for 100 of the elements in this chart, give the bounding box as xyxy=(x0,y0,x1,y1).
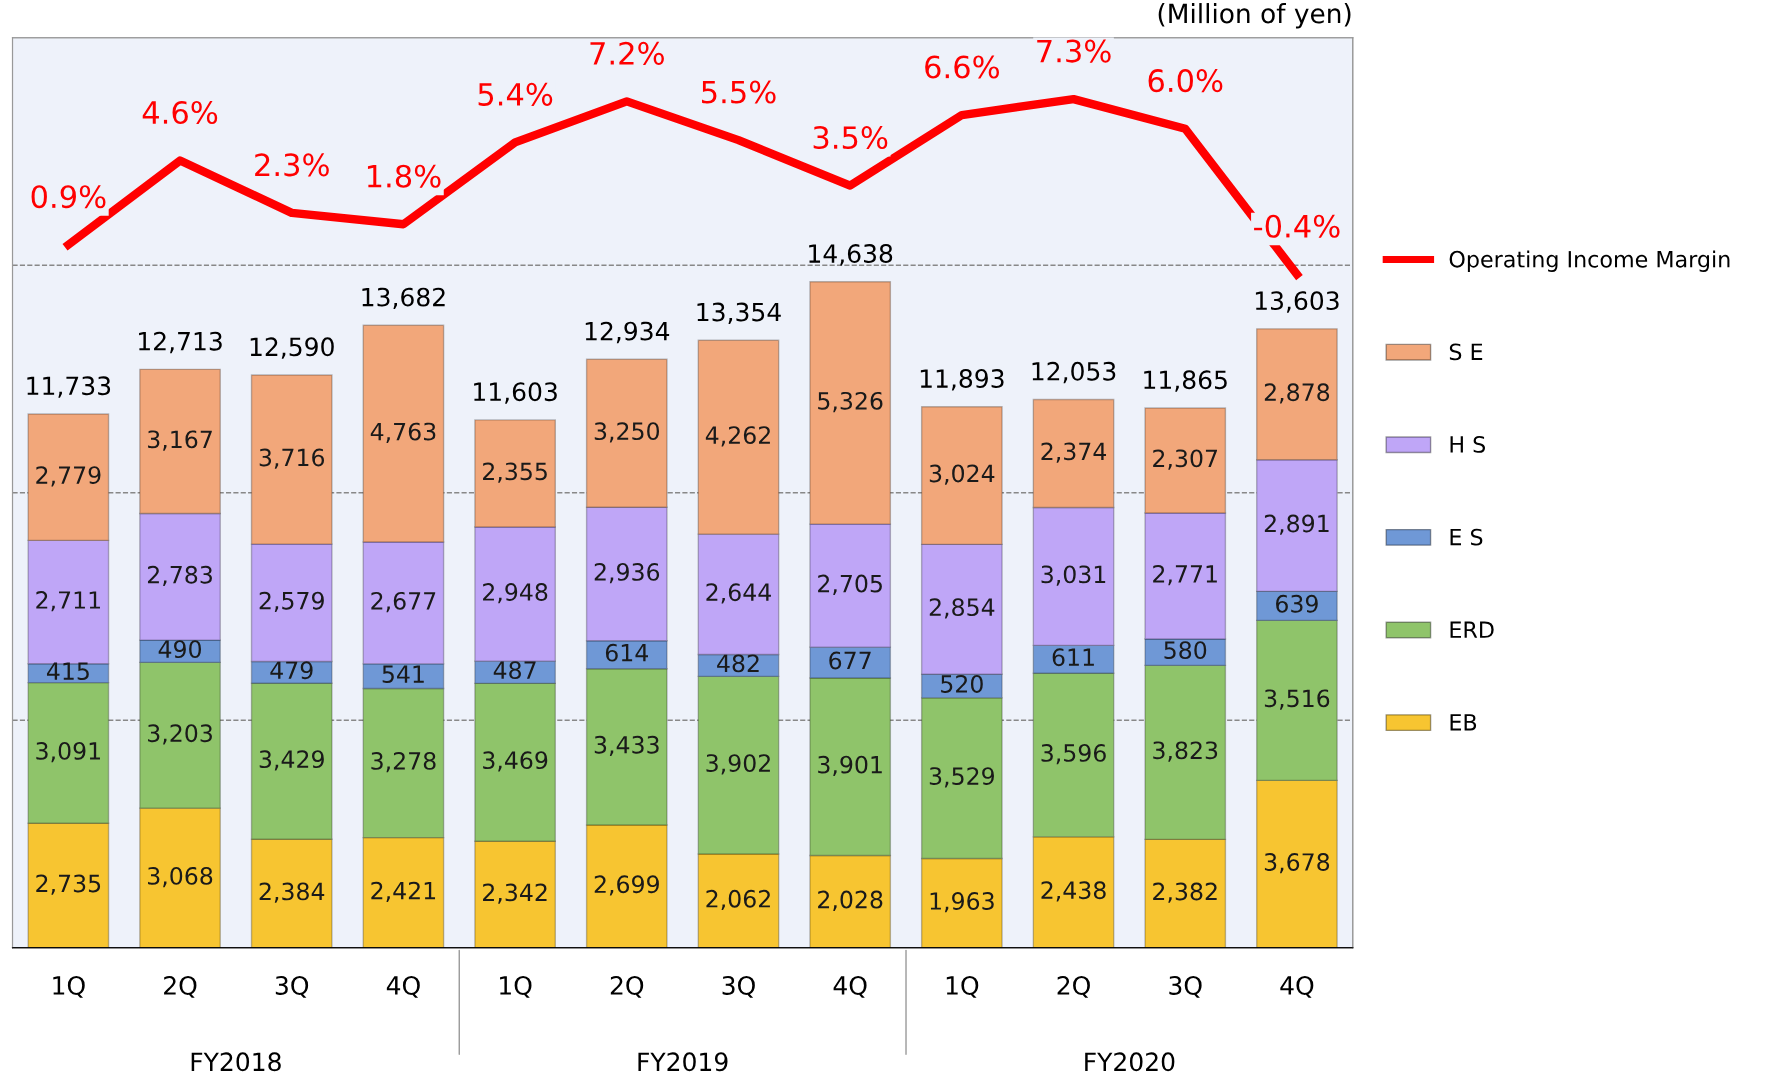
data-label: 2,936 xyxy=(594,562,660,584)
data-label: 541 xyxy=(382,665,424,683)
text: FY2019 xyxy=(638,1052,728,1072)
data-label: 2,374 xyxy=(1041,442,1107,463)
total-label: 12,053 xyxy=(1032,361,1116,384)
data-label: 3,429 xyxy=(259,750,324,771)
data-label: 3,678 xyxy=(1264,853,1330,874)
data-label: 3,469 xyxy=(483,751,548,772)
total-label: 13,603 xyxy=(1255,291,1339,313)
data-label: 3,024 xyxy=(929,464,995,485)
x-tick-label: 1Q xyxy=(53,975,85,998)
data-label: 490 xyxy=(158,640,202,659)
text: (Million of yen) xyxy=(1158,3,1351,29)
data-label: 2,783 xyxy=(147,565,212,587)
x-tick-label: 3Q xyxy=(1169,975,1202,998)
data-label: 3,031 xyxy=(1041,565,1106,586)
data-label: 6.6% xyxy=(925,55,999,79)
total-label: 13,682 xyxy=(362,287,445,310)
data-label: 0.9% xyxy=(31,185,106,209)
x-tick-label: 1Q xyxy=(500,975,532,998)
data-label: 2,421 xyxy=(371,881,436,902)
data-label: 3,167 xyxy=(148,430,212,451)
text: FY2018 xyxy=(191,1052,281,1072)
data-label: 1,963 xyxy=(930,892,994,913)
data-label: 614 xyxy=(605,643,648,662)
x-tick-label: 1Q xyxy=(946,975,979,998)
legend-label: EB xyxy=(1450,714,1477,731)
data-label: 2,771 xyxy=(1153,564,1217,586)
data-label: 479 xyxy=(270,661,313,680)
x-tick-label: 2Q xyxy=(164,975,197,998)
data-label: 2,948 xyxy=(483,583,548,604)
data-label: 2,705 xyxy=(818,574,882,595)
total-label: 14,638 xyxy=(809,244,893,266)
legend-label: H S xyxy=(1450,436,1486,453)
legend-label: Operating Income Margin xyxy=(1449,250,1730,272)
data-label: 677 xyxy=(829,651,871,670)
data-label: 3.5% xyxy=(813,125,888,150)
total-label: 11,733 xyxy=(27,376,111,398)
data-label: 2.3% xyxy=(255,153,329,177)
data-label: 580 xyxy=(1164,641,1207,660)
data-label: 3,716 xyxy=(259,448,325,469)
data-label: 2,382 xyxy=(1153,882,1217,903)
data-label: 2,579 xyxy=(259,591,324,613)
data-label: 415 xyxy=(46,662,89,681)
total-label: 11,603 xyxy=(474,382,557,404)
total-label: 11,865 xyxy=(1144,370,1227,392)
data-label: 2,355 xyxy=(483,462,547,483)
x-tick-label: 3Q xyxy=(275,975,309,998)
data-label: 3,596 xyxy=(1041,744,1106,765)
data-label: 7.3% xyxy=(1037,39,1111,63)
data-label: 2,438 xyxy=(1041,881,1106,902)
data-label: 2,779 xyxy=(36,466,101,487)
total-label: 13,354 xyxy=(697,302,781,325)
data-label: 3,433 xyxy=(594,735,659,757)
data-label: 2,028 xyxy=(818,890,883,911)
data-label: 2,735 xyxy=(36,874,101,895)
data-label: 2,384 xyxy=(259,882,325,903)
data-label: 4,262 xyxy=(705,426,770,447)
data-label: 5.5% xyxy=(702,80,776,104)
data-label: 3,203 xyxy=(148,724,212,745)
data-label: 487 xyxy=(493,661,536,680)
data-label: 7.2% xyxy=(590,41,664,65)
total-label: 11,893 xyxy=(920,369,1004,391)
data-label: 5.4% xyxy=(478,82,553,106)
legend-label: ERD xyxy=(1450,621,1494,638)
data-label: 520 xyxy=(941,675,983,693)
data-label: 2,062 xyxy=(706,889,770,911)
x-tick-label: 4Q xyxy=(833,975,867,998)
data-label: 482 xyxy=(717,654,759,673)
x-tick-label: 3Q xyxy=(722,975,755,998)
x-tick-label: 2Q xyxy=(610,975,644,998)
data-label: 3,068 xyxy=(148,866,213,888)
data-label: 2,342 xyxy=(483,883,547,904)
data-label: 6.0% xyxy=(1148,69,1223,93)
data-label: 2,711 xyxy=(36,591,100,612)
data-label: 3,901 xyxy=(818,755,882,776)
data-label: 1.8% xyxy=(367,164,441,188)
x-tick-label: 4Q xyxy=(386,975,420,998)
data-label: 2,878 xyxy=(1264,383,1330,404)
data-label: 3,823 xyxy=(1153,741,1218,762)
legend-label: S E xyxy=(1449,343,1483,361)
data-label: 4,763 xyxy=(370,422,436,443)
legend-label: E S xyxy=(1450,528,1483,546)
data-label: 611 xyxy=(1052,648,1094,667)
x-tick-label: 2Q xyxy=(1057,975,1090,998)
data-label: 2,891 xyxy=(1264,514,1329,535)
data-label: 2,854 xyxy=(929,598,995,619)
total-label: 12,590 xyxy=(250,337,334,359)
data-label: 639 xyxy=(1276,594,1318,613)
data-label: 5,326 xyxy=(818,391,883,413)
data-label: 3,529 xyxy=(929,767,994,788)
data-label: 3,091 xyxy=(36,741,100,763)
data-label: 2,677 xyxy=(371,591,436,613)
data-label: 3,250 xyxy=(594,422,660,443)
data-label: 3,278 xyxy=(371,752,436,773)
total-label: 12,713 xyxy=(139,331,222,354)
data-label: 2,307 xyxy=(1153,449,1218,470)
data-label: 2,644 xyxy=(706,583,771,604)
data-label: -0.4% xyxy=(1254,214,1340,238)
data-label: 4.6% xyxy=(142,100,218,125)
